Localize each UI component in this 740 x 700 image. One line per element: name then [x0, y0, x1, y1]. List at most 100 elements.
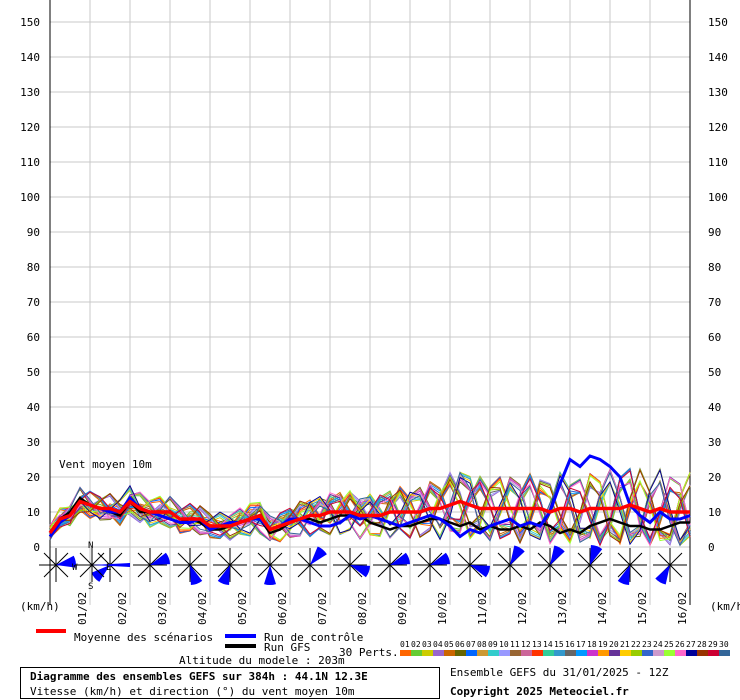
date-label: 03/02: [156, 592, 169, 625]
perturbation-swatch: [466, 650, 477, 656]
y-tick-label-right: 10: [708, 506, 721, 519]
perturbation-swatch: [642, 650, 653, 656]
y-tick-label-left: 100: [20, 191, 40, 204]
copyright-label: Copyright 2025 Meteociel.fr: [450, 685, 629, 698]
info-box: [20, 667, 440, 699]
wind-rose: [333, 548, 370, 582]
perturbation-label: 14: [543, 640, 553, 649]
wind-rose: [133, 548, 170, 582]
y-tick-label-right: 100: [708, 191, 728, 204]
perturbation-swatch: [587, 650, 598, 656]
legend-mean-label: Moyenne des scénarios: [74, 631, 213, 644]
y-tick-label-left: 70: [27, 296, 40, 309]
perturbation-swatch: [620, 650, 631, 656]
date-label: 12/02: [516, 592, 529, 625]
y-tick-label-right: 80: [708, 261, 721, 274]
wind-rose: [613, 548, 647, 585]
wind-rose: [533, 545, 567, 582]
main-series: [48, 454, 691, 539]
y-tick-label-left: 60: [27, 331, 40, 344]
date-label: 06/02: [276, 592, 289, 625]
y-tick-label-right: 20: [708, 471, 721, 484]
perturbation-label: 19: [598, 640, 608, 649]
perturbation-swatch: [686, 650, 697, 656]
y-tick-label-left: 80: [27, 261, 40, 274]
perturbation-label: 18: [587, 640, 597, 649]
wind-rose: [213, 548, 247, 585]
y-tick-label-left: 20: [27, 471, 40, 484]
y-tick-label-right: 0: [708, 541, 715, 554]
perturbation-label: 29: [708, 640, 718, 649]
legend-gfs-label: Run GFS: [264, 641, 310, 654]
y-tick-label-left: 130: [20, 86, 40, 99]
perturbation-swatch: [444, 650, 455, 656]
y-tick-label-left: 50: [27, 366, 40, 379]
perturbation-label: 17: [576, 640, 586, 649]
compass-w: W: [72, 563, 78, 573]
y-tick-label-left: 40: [27, 401, 40, 414]
perturbation-swatch: [477, 650, 488, 656]
perturbation-swatch: [433, 650, 444, 656]
axis-labels: 0 0 10 10 20 20 30 30 40 40 50 50 60 60 70 70 80 80 90 90 10…: [20, 16, 728, 625]
date-label: 07/02: [316, 592, 329, 625]
perturbation-label: 22: [631, 640, 641, 649]
y-tick-label-right: 70: [708, 296, 721, 309]
perturbation-line: [49, 469, 691, 547]
y-tick-label-right: 120: [708, 121, 728, 134]
wind-rose: [653, 548, 687, 585]
y-tick-label-left: 0: [33, 541, 40, 554]
perturbation-color-legend: 01 02 03 04 05 06 07 08 09 10 11 12 13 14 15 16 17 18 19 20…: [400, 640, 730, 656]
chart-annotation: Vent moyen 10m: [59, 458, 152, 471]
date-label: 13/02: [556, 592, 569, 625]
perturbation-label: 13: [532, 640, 542, 649]
compass-n: N: [88, 541, 93, 551]
wind-rose: [373, 548, 410, 582]
date-label: 10/02: [436, 592, 449, 625]
compass-rose: N S E W: [72, 541, 130, 592]
date-label: 04/02: [196, 592, 209, 625]
perturbation-label: 20: [609, 640, 619, 649]
wind-rose: [253, 548, 287, 586]
perturbation-label: 16: [565, 640, 575, 649]
perturbation-swatch: [565, 650, 576, 656]
perturbation-swatch: [554, 650, 565, 656]
wind-rose: [173, 548, 207, 585]
perturbation-label: 09: [488, 640, 498, 649]
left-unit-label: (km/h): [20, 600, 60, 613]
y-tick-label-right: 30: [708, 436, 721, 449]
wind-rose: [573, 545, 607, 582]
legend-control-label: Run de contrôle: [264, 631, 363, 644]
perturbation-swatch: [664, 650, 675, 656]
perturbation-swatch: [719, 650, 730, 656]
compass-s: S: [88, 582, 93, 592]
perturbation-swatch: [675, 650, 686, 656]
perturbation-swatch: [422, 650, 433, 656]
wind-rose: [293, 546, 327, 582]
perturbation-label: 30: [719, 640, 729, 649]
diagram-subtitle: Vitesse (km/h) et direction (°) du vent …: [30, 685, 355, 698]
y-tick-label-right: 90: [708, 226, 721, 239]
perturbation-label: 11: [510, 640, 520, 649]
date-label: 11/02: [476, 592, 489, 625]
perturbation-label: 05: [444, 640, 454, 649]
y-tick-label-left: 90: [27, 226, 40, 239]
date-label: 16/02: [676, 592, 689, 625]
perturbation-label: 15: [554, 640, 564, 649]
date-label: 02/02: [116, 592, 129, 625]
perturbation-swatch: [455, 650, 466, 656]
perturbation-swatch: [532, 650, 543, 656]
y-tick-label-left: 120: [20, 121, 40, 134]
perturbation-label: 23: [642, 640, 652, 649]
wind-roses: [39, 545, 687, 586]
perturbation-swatch: [708, 650, 719, 656]
y-tick-label-left: 10: [27, 506, 40, 519]
date-label: 14/02: [596, 592, 609, 625]
date-label: 09/02: [396, 592, 409, 625]
date-label: 05/02: [236, 592, 249, 625]
y-tick-label-right: 50: [708, 366, 721, 379]
legend: Moyenne des scénarios Run de contrôle Ru…: [36, 629, 730, 659]
y-tick-label-left: 30: [27, 436, 40, 449]
wind-rose: [39, 548, 76, 582]
date-label: 15/02: [636, 592, 649, 625]
y-tick-label-right: 60: [708, 331, 721, 344]
